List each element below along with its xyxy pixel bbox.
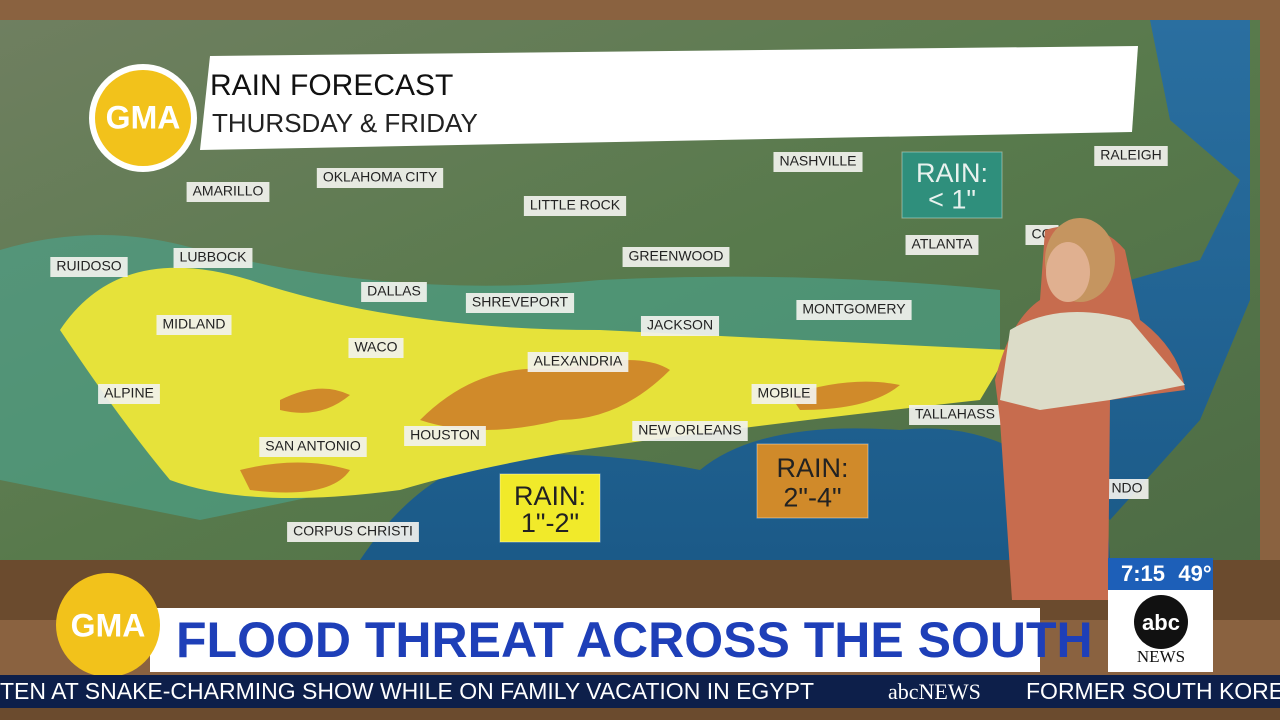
city-box [98, 384, 160, 404]
city-label: LUBBOCK [180, 249, 248, 265]
rain-heavy [240, 360, 900, 493]
city-label: WACO [354, 339, 397, 355]
city-label: HOUSTON [410, 427, 480, 443]
city-box [905, 235, 979, 255]
city-label: JACKSON [647, 317, 713, 333]
city-label: NDO [1111, 480, 1142, 496]
city-box [909, 405, 1001, 425]
rain-box [499, 473, 601, 543]
clock-strip [1108, 558, 1213, 590]
header-subtitle: THURSDAY & FRIDAY [212, 108, 478, 138]
city-label: MONTGOMERY [802, 301, 906, 317]
city-label: SAN ANTONIO [265, 438, 361, 454]
abc-circle [1134, 595, 1188, 649]
city-box [361, 282, 427, 302]
city-label: TALLAHASS [915, 406, 995, 422]
city-box [523, 196, 627, 216]
city-box [1094, 146, 1168, 166]
city-box [173, 248, 253, 268]
city-label: MIDLAND [162, 316, 225, 332]
rain-box [756, 443, 869, 519]
city-box [287, 522, 419, 542]
city-box [348, 338, 404, 358]
city-label: ATLANTA [912, 236, 974, 252]
ticker-item: FORMER SOUTH KORE [1026, 678, 1280, 704]
abc: abc [1142, 610, 1180, 635]
city-box [640, 316, 720, 336]
lower-logo [56, 573, 160, 677]
city-label: CORPUS CHRISTI [293, 523, 413, 539]
news: NEWS [1137, 647, 1185, 666]
rain-heading: RAIN: [916, 158, 988, 188]
rain-amount: 2"-4" [783, 483, 841, 513]
city-label: MOBILE [758, 385, 811, 401]
city-label: SHREVEPORT [472, 294, 569, 310]
time: 7:15 [1121, 561, 1165, 586]
city-label: ALEXANDRIA [534, 353, 623, 369]
city-label: RALEIGH [1100, 147, 1161, 163]
city-box [632, 421, 748, 441]
city-box [527, 352, 629, 372]
rain-amount: 1"-2" [521, 508, 579, 538]
city-box [1105, 479, 1149, 499]
city-label: LITTLE ROCK [530, 197, 621, 213]
ticker-item: TEN AT SNAKE-CHARMING SHOW WHILE ON FAMI… [0, 678, 814, 704]
header-banner [200, 46, 1138, 150]
city-box [622, 247, 730, 267]
city-label: OKLAHOMA CITY [323, 169, 438, 185]
ticker-logo: abcNEWS [888, 679, 981, 704]
city-label: GREENWOOD [629, 248, 724, 264]
headline: FLOOD THREAT ACROSS THE SOUTH [176, 612, 1093, 668]
logo-disc [95, 70, 191, 166]
city-box [751, 384, 817, 404]
city-box [773, 152, 863, 172]
ticker [0, 675, 1280, 708]
city-label: DALLAS [367, 283, 421, 299]
city-box [259, 437, 367, 457]
city-box [156, 315, 232, 335]
header-title: RAIN FORECAST [210, 69, 453, 102]
city-box [796, 300, 912, 320]
rain-amount: < 1" [928, 185, 976, 215]
city-box [316, 168, 444, 188]
temperature: 49° [1178, 561, 1211, 586]
city-label: ALPINE [104, 385, 154, 401]
presenter-face [1046, 242, 1090, 302]
lower-logo-text: GMA [71, 607, 146, 643]
city-label: NASHVILLE [779, 153, 856, 169]
rain-heading: RAIN: [514, 481, 586, 511]
city-box [50, 257, 128, 277]
floor-strip [0, 708, 1280, 720]
logo: GMA [106, 99, 181, 135]
city-label: RUIDOSO [56, 258, 121, 274]
presenter-blouse [1000, 312, 1185, 410]
city-label: NEW ORLEANS [638, 422, 741, 438]
rain-heading: RAIN: [776, 453, 848, 483]
city-box [404, 426, 486, 446]
lower-third [150, 608, 1040, 672]
city-box [186, 182, 270, 202]
rain-box [901, 151, 1003, 219]
city-box [465, 293, 575, 313]
city-label: AMARILLO [193, 183, 264, 199]
